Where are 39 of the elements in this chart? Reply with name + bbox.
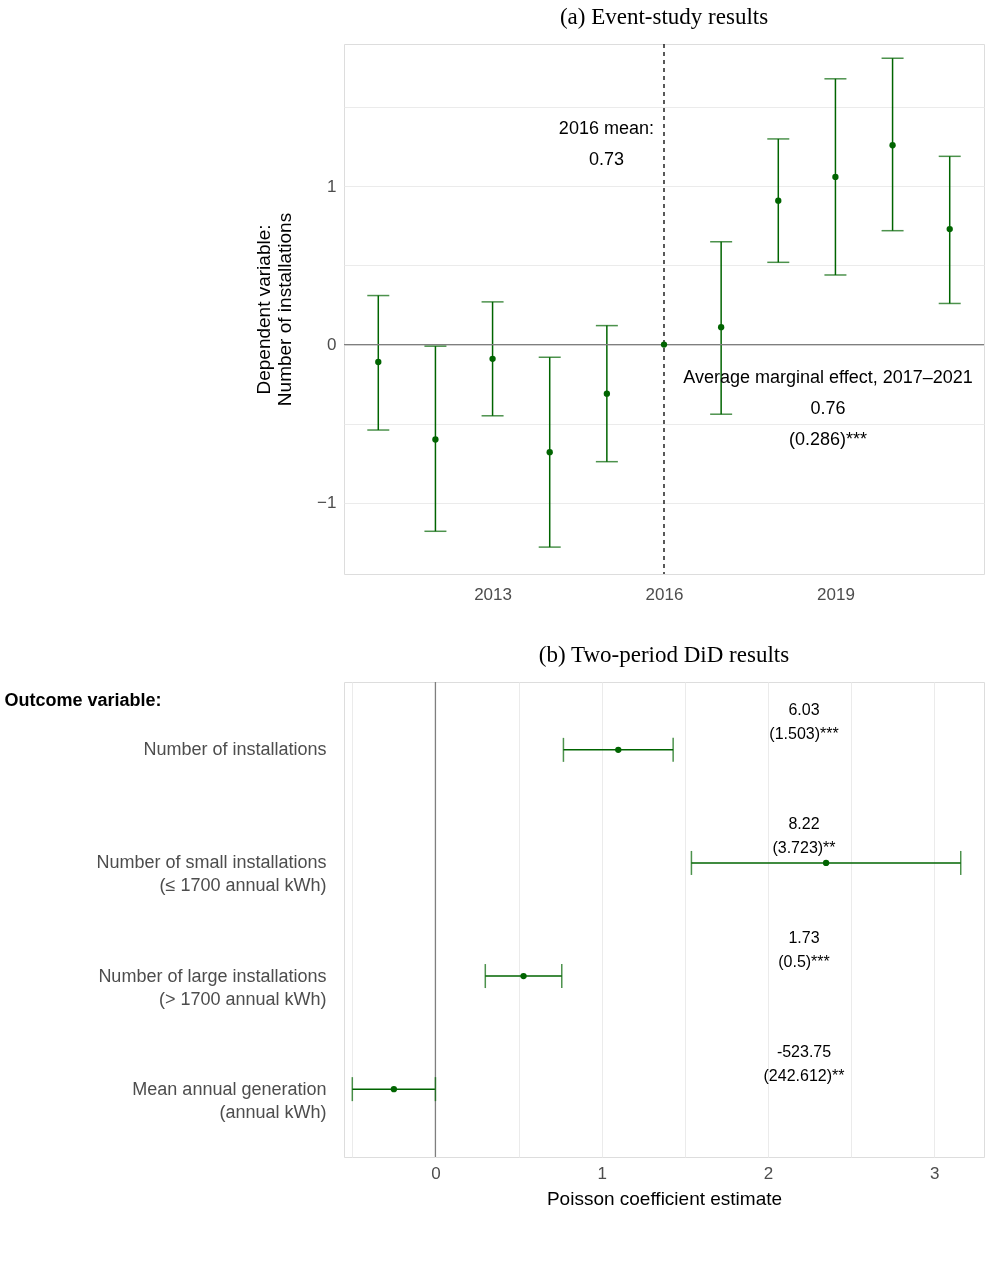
x-tick-label: 0 xyxy=(431,1163,441,1183)
x-tick-label: 2019 xyxy=(817,584,855,604)
y-axis-title: Dependent variable: Number of installations xyxy=(253,212,296,407)
y-tick-label: Number of small installations (≤ 1700 annual kWh) xyxy=(96,852,327,896)
x-tick-label: 3 xyxy=(929,1163,940,1183)
y-axis-title: Outcome variable: xyxy=(4,689,162,710)
point xyxy=(822,859,830,867)
annotation: 1.73 (0.5)*** xyxy=(778,929,830,971)
point xyxy=(520,972,527,980)
y-tick-label: −1 xyxy=(317,493,337,513)
point xyxy=(615,746,622,754)
point xyxy=(946,225,953,233)
annotation: 8.22 (3.723)** xyxy=(772,815,836,857)
x-tick-label: 1 xyxy=(597,1163,607,1183)
y-tick-label: Mean annual generation (annual kWh) xyxy=(132,1078,327,1122)
point xyxy=(889,142,896,149)
point xyxy=(432,436,439,443)
y-tick-label: 0 xyxy=(327,335,337,355)
y-tick-label: Number of large installations (> 1700 annual kWh) xyxy=(98,965,327,1009)
point xyxy=(489,355,496,362)
point xyxy=(775,197,782,204)
y-tick-label: Number of installations xyxy=(143,739,327,760)
point xyxy=(832,173,839,181)
point xyxy=(375,358,382,366)
point xyxy=(390,1085,398,1093)
annotation: -523.75 (242.612)** xyxy=(763,1043,845,1085)
x-axis-title: Poisson coefficient estimate xyxy=(546,1187,783,1209)
x-tick-label: 2016 xyxy=(645,584,684,604)
x-tick-label: 2013 xyxy=(474,584,512,604)
point xyxy=(660,341,668,348)
point xyxy=(717,324,725,331)
annotation: 2016 mean: 0.73 xyxy=(558,117,654,169)
x-tick-label: 2 xyxy=(763,1163,774,1183)
y-tick-label: 1 xyxy=(327,176,337,196)
chart-title: (a) Event-study results xyxy=(559,4,769,30)
point xyxy=(546,449,553,456)
chart-title: (b) Two-period DiD results xyxy=(538,642,790,668)
annotation: 6.03 (1.503)*** xyxy=(769,701,839,743)
point xyxy=(603,390,611,397)
